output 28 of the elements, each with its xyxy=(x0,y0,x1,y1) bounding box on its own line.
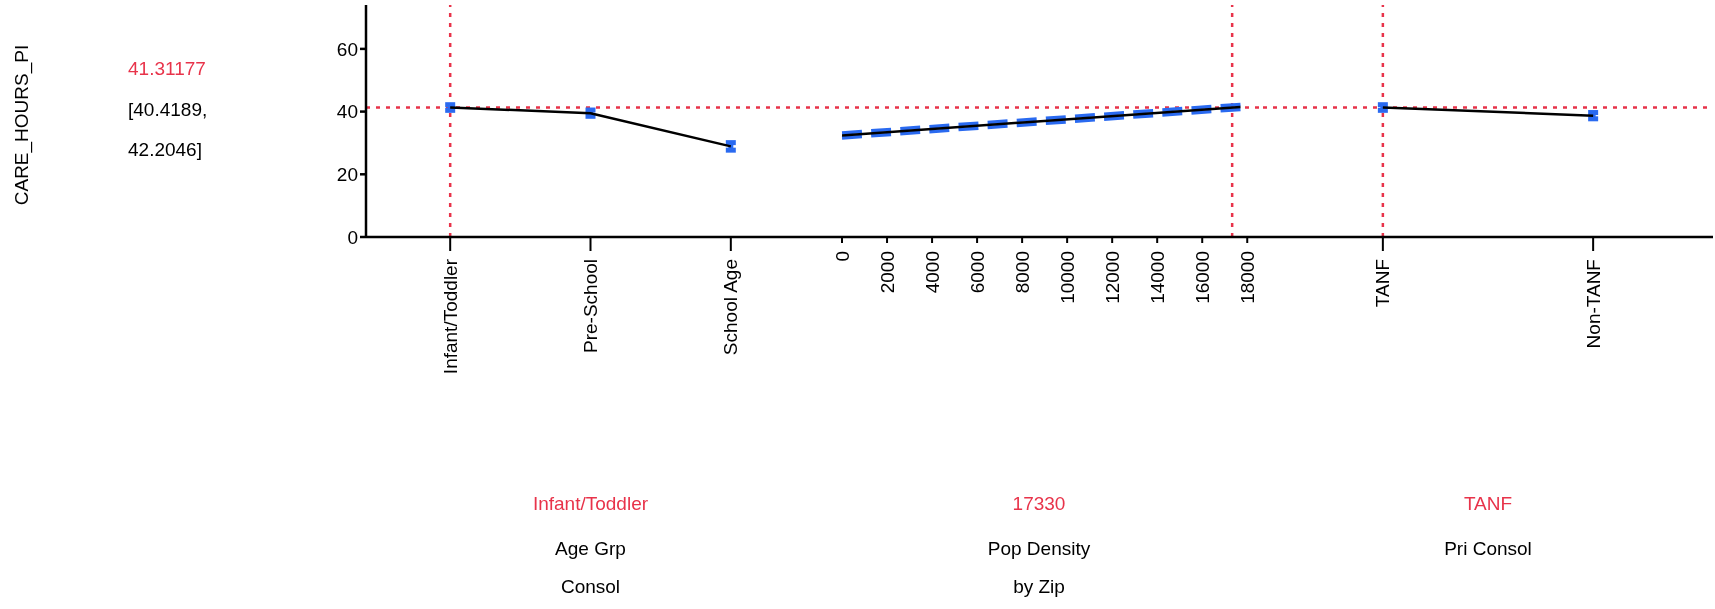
x-tick-label: Non-TANF xyxy=(1582,259,1604,349)
text: [40.4189, 42.2046] xyxy=(128,98,209,162)
x-tick-label: 4000 xyxy=(921,251,943,294)
y-tick-label: 20 xyxy=(336,164,358,186)
x-tick-label: 10000 xyxy=(1056,251,1078,304)
x-tick-label: 2000 xyxy=(876,251,898,294)
x-tick-label: School Age xyxy=(720,259,742,356)
x-tick-label: 12000 xyxy=(1101,251,1123,304)
y-tick-label: 40 xyxy=(336,101,358,123)
ref-line-label: Infant/Toddler xyxy=(531,493,650,515)
x-tick-label: 18000 xyxy=(1236,251,1258,304)
x-tick-label: 16000 xyxy=(1191,251,1213,304)
ref-line-label: 41.31177 xyxy=(128,58,206,80)
x-tick-label: 8000 xyxy=(1011,251,1033,294)
x-tick-label: TANF xyxy=(1372,259,1394,308)
x-tick-label: 14000 xyxy=(1146,251,1168,304)
y-axis-title: CARE_HOURS_PI xyxy=(11,44,33,206)
x-tick-label: 6000 xyxy=(966,251,988,294)
y-tick-label: 0 xyxy=(347,226,358,248)
x-axis-title: Age Grp Consol xyxy=(554,537,627,599)
y-tick-label: 60 xyxy=(336,38,358,60)
ref-line-label: TANF xyxy=(1462,493,1514,515)
x-tick-label: Pre-School xyxy=(580,259,601,353)
ref-line-label: 17330 xyxy=(1011,493,1067,515)
x-tick-label: Infant/Toddler xyxy=(439,258,461,375)
x-axis-title: Pri Consol xyxy=(1444,537,1532,561)
x-axis-title: Pop Density by Zip xyxy=(986,537,1092,599)
x-tick-label: 0 xyxy=(831,251,853,262)
